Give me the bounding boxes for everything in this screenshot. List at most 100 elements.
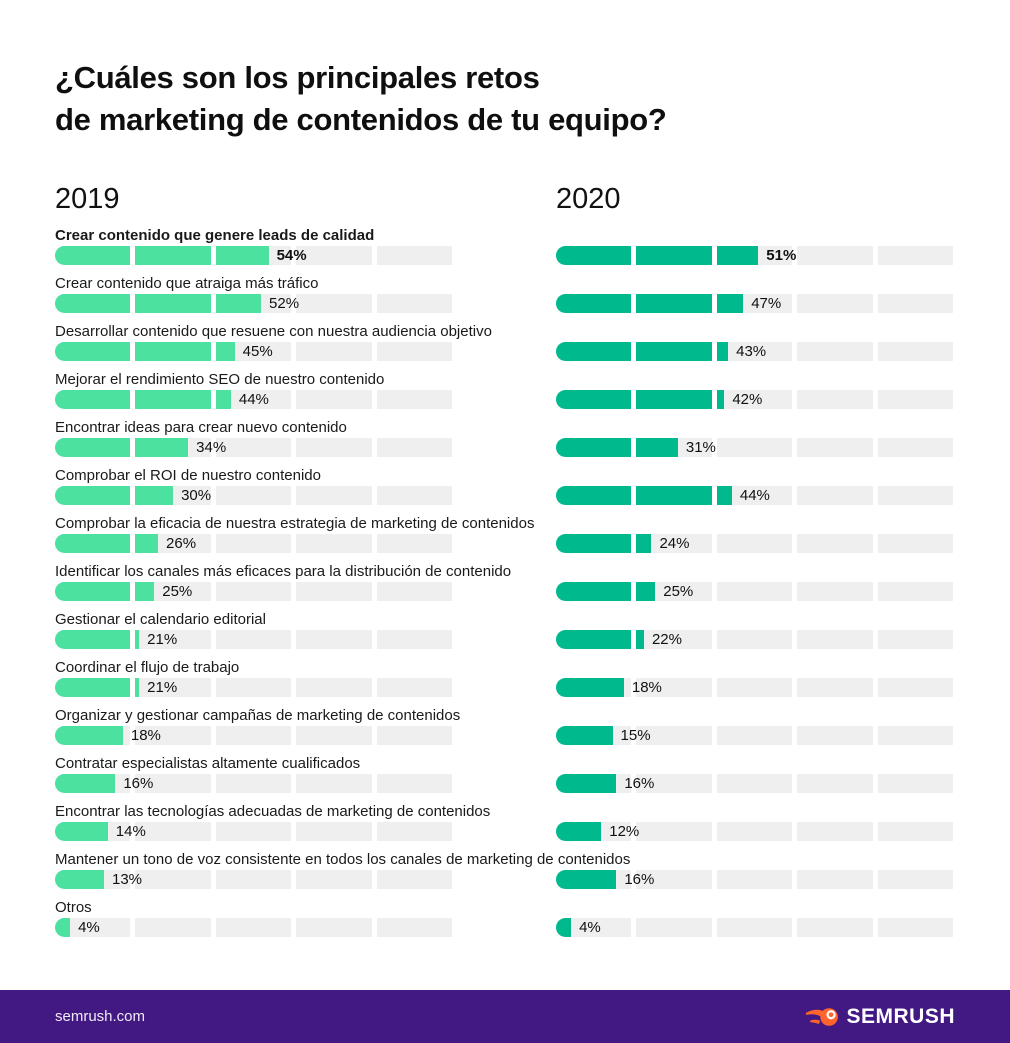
bar-fill — [556, 630, 632, 649]
row-label: Contratar especialistas altamente cualif… — [55, 755, 361, 772]
bar-fill — [636, 342, 712, 361]
value-label: 44% — [739, 487, 770, 504]
bar-fill — [135, 438, 189, 457]
bar-segment — [55, 918, 131, 937]
bar-segment — [556, 486, 632, 505]
bar-segment — [215, 582, 292, 601]
bar-segment — [55, 534, 131, 553]
bar-segment — [296, 726, 372, 745]
bar-segment — [215, 438, 292, 457]
value-label: 12% — [609, 823, 640, 840]
column-header-2020: 2020 — [556, 183, 621, 215]
bar-segment — [636, 774, 712, 793]
bar-segment — [716, 486, 793, 505]
value-label: 15% — [620, 727, 651, 744]
row-label: Crear contenido que atraiga más tráfico — [55, 275, 319, 292]
bar-fill — [636, 534, 652, 553]
bar-fill — [556, 774, 617, 793]
bar-segment — [556, 246, 632, 265]
bar-fill — [636, 390, 712, 409]
bar-2020: 18% — [556, 678, 954, 697]
bar-segment — [636, 582, 712, 601]
bar-segment — [135, 678, 211, 697]
bar-segment — [376, 630, 453, 649]
bar-2019: 21% — [55, 678, 453, 697]
row-label: Encontrar las tecnologías adecuadas de m… — [55, 803, 491, 820]
bar-fill — [55, 294, 131, 313]
bar-fill — [135, 294, 211, 313]
value-label: 21% — [147, 631, 178, 648]
chart-row: Crear contenido que atraiga más tráfico 5… — [55, 274, 955, 322]
bar-fill — [55, 390, 131, 409]
bar-fill — [55, 486, 131, 505]
bar-fill — [55, 870, 104, 889]
value-label: 31% — [685, 439, 716, 456]
row-label: Desarrollar contenido que resuene con nu… — [55, 323, 492, 340]
bar-fill — [55, 678, 131, 697]
bar-segment — [797, 246, 873, 265]
bar-segment — [797, 774, 873, 793]
chart-row: Identificar los canales más eficaces par… — [55, 562, 955, 610]
bar-segment — [55, 678, 131, 697]
bar-2019: 45% — [55, 342, 453, 361]
bar-fill — [135, 630, 140, 649]
bar-2019: 4% — [55, 918, 453, 937]
bar-segment — [215, 486, 292, 505]
bar-segment — [55, 726, 131, 745]
bar-segment — [215, 390, 292, 409]
bar-segment — [716, 918, 793, 937]
bar-2020: 4% — [556, 918, 954, 937]
footer-url-link[interactable]: semrush.com — [55, 1008, 146, 1025]
value-label: 43% — [736, 343, 767, 360]
bar-segment — [215, 294, 292, 313]
bar-segment — [877, 486, 954, 505]
row-label: Comprobar el ROI de nuestro contenido — [55, 467, 321, 484]
bar-fill — [636, 630, 644, 649]
row-label: Comprobar la eficacia de nuestra estrate… — [55, 515, 535, 532]
bar-segment — [135, 438, 211, 457]
chart-row: Contratar especialistas altamente cualif… — [55, 754, 955, 802]
bar-2020: 16% — [556, 774, 954, 793]
row-label: Crear contenido que genere leads de cali… — [55, 227, 375, 244]
bar-segment — [556, 294, 632, 313]
bar-segment — [296, 438, 372, 457]
semrush-logo[interactable]: SEMRUSH — [805, 1005, 955, 1029]
bar-2019: 44% — [55, 390, 453, 409]
bar-segment — [135, 870, 211, 889]
bar-fill — [636, 486, 712, 505]
value-label: 16% — [624, 871, 655, 888]
bar-segment — [135, 630, 211, 649]
bar-segment — [877, 582, 954, 601]
row-label: Encontrar ideas para crear nuevo conteni… — [55, 419, 347, 436]
bar-segment — [716, 534, 793, 553]
bar-segment — [55, 390, 131, 409]
bar-fill — [215, 246, 269, 265]
bar-segment — [55, 438, 131, 457]
value-label: 18% — [631, 679, 662, 696]
bar-fill — [55, 342, 131, 361]
value-label: 52% — [269, 295, 300, 312]
bar-2019: 52% — [55, 294, 453, 313]
value-label: 18% — [130, 727, 161, 744]
bar-segment — [296, 534, 372, 553]
bar-fill — [556, 870, 617, 889]
bar-segment — [797, 822, 873, 841]
bar-2020: 24% — [556, 534, 954, 553]
bar-segment — [215, 774, 292, 793]
bar-segment — [716, 294, 793, 313]
chart-rows: Crear contenido que genere leads de cali… — [55, 226, 955, 946]
bar-fill — [135, 678, 140, 697]
bar-segment — [877, 630, 954, 649]
bar-segment — [55, 822, 131, 841]
bar-segment — [636, 678, 712, 697]
bar-segment — [636, 630, 712, 649]
bar-segment — [636, 438, 712, 457]
bar-fill — [636, 294, 712, 313]
row-label: Identificar los canales más eficaces par… — [55, 563, 512, 580]
bar-fill — [55, 582, 131, 601]
bar-segment — [797, 390, 873, 409]
bar-segment — [556, 918, 632, 937]
bar-segment — [135, 342, 211, 361]
bar-segment — [296, 582, 372, 601]
bar-segment — [556, 726, 632, 745]
